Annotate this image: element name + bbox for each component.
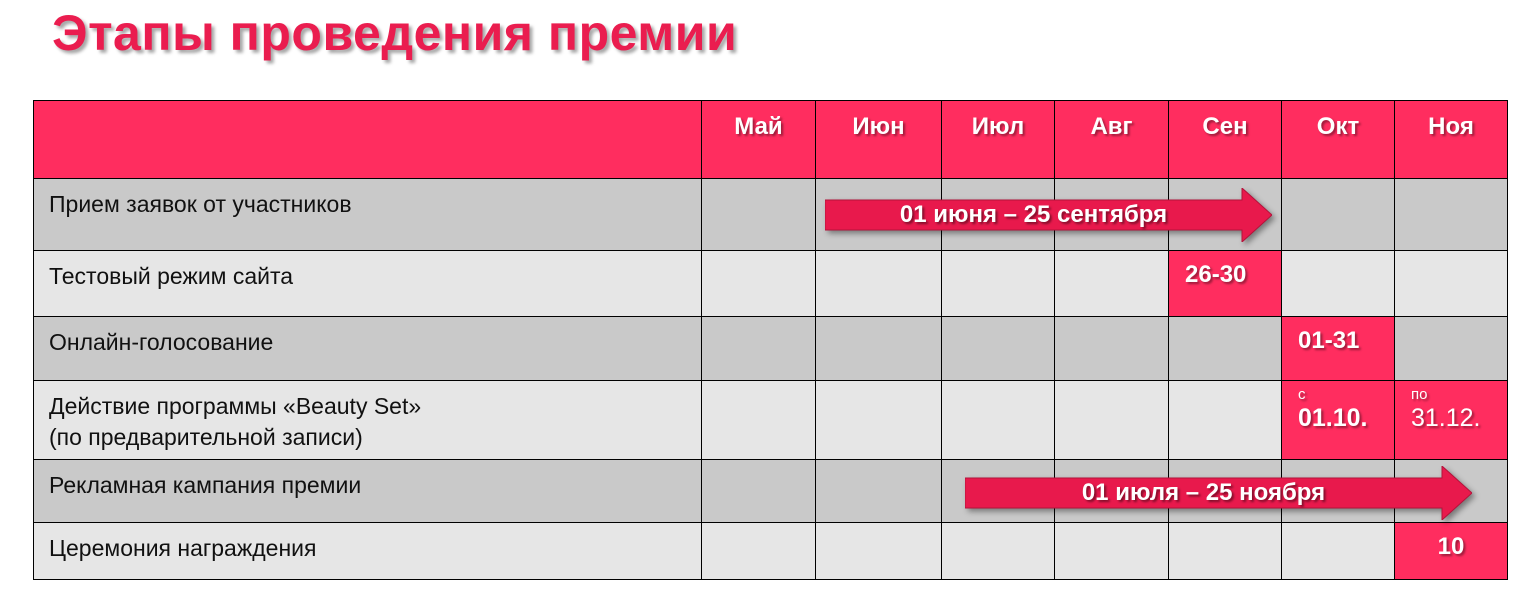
month-header: Июл: [941, 100, 1055, 179]
empty-cell: [941, 522, 1055, 580]
period-cell: 01-31: [1281, 316, 1395, 381]
empty-cell: [701, 380, 816, 460]
stage-label: Церемония награждения: [49, 535, 317, 561]
empty-cell: [1168, 522, 1282, 580]
period-cell: 26-30: [1168, 250, 1282, 317]
period-cell: 10: [1394, 522, 1508, 580]
month-label: Ноя: [1428, 113, 1474, 140]
month-header: Авг: [1054, 100, 1169, 179]
stage-label: Онлайн-голосование: [49, 329, 274, 355]
page-title: Этапы проведения премии: [52, 5, 738, 61]
month-label: Июл: [971, 113, 1025, 140]
month-label: Июн: [852, 113, 905, 140]
period-text: 01-31: [1298, 327, 1360, 354]
empty-cell: [941, 316, 1055, 381]
stage-label: Тестовый режим сайта: [49, 263, 294, 289]
period-date: 31.12.: [1411, 404, 1481, 432]
empty-cell: [701, 178, 816, 251]
empty-cell: [1168, 380, 1282, 460]
timeline-arrow: [825, 188, 1272, 242]
empty-cell: [701, 459, 816, 523]
period-text: 26-30: [1185, 261, 1247, 288]
arrow-label: 01 июня – 25 сентября: [899, 201, 1168, 228]
empty-cell: [701, 250, 816, 317]
stage-label: Действие программы «Beauty Set»: [49, 393, 422, 419]
empty-cell: [941, 250, 1055, 317]
month-label: Сен: [1202, 113, 1248, 140]
empty-cell: [1054, 380, 1169, 460]
period-cell: по 31.12.: [1394, 380, 1508, 460]
stage-label: Рекламная кампания премии: [49, 472, 362, 498]
empty-cell: [815, 459, 942, 523]
stage-label-cell: Онлайн-голосование: [33, 316, 702, 381]
empty-cell: [941, 380, 1055, 460]
empty-cell: [815, 380, 942, 460]
empty-cell: [1394, 250, 1508, 317]
empty-cell: [1054, 522, 1169, 580]
stage-label-cell: Тестовый режим сайта: [33, 250, 702, 317]
arrow-shape: [965, 466, 1472, 520]
empty-cell: [701, 316, 816, 381]
month-header: Май: [701, 100, 816, 179]
month-label: Авг: [1090, 113, 1133, 140]
empty-cell: [1394, 178, 1508, 251]
empty-cell: [701, 522, 816, 580]
month-header: Июн: [815, 100, 942, 179]
stage-label: Прием заявок от участников: [49, 191, 352, 217]
stage-label-note: (по предварительной записи): [49, 424, 363, 450]
period-prefix: по: [1411, 386, 1428, 403]
stage-label-cell: Церемония награждения: [33, 522, 702, 580]
month-header: Сен: [1168, 100, 1282, 179]
header-corner-cell: [33, 100, 702, 179]
empty-cell: [1281, 522, 1395, 580]
empty-cell: [1168, 316, 1282, 381]
month-label: Май: [734, 113, 783, 140]
empty-cell: [1054, 250, 1169, 317]
arrow-shape: [825, 188, 1272, 242]
period-date: 01.10.: [1298, 404, 1368, 432]
month-header: Ноя: [1394, 100, 1508, 179]
empty-cell: [815, 250, 942, 317]
month-header: Окт: [1281, 100, 1395, 179]
arrow-label: 01 июля – 25 ноября: [1081, 479, 1326, 506]
period-cell: с 01.10.: [1281, 380, 1395, 460]
period-text: 10: [1437, 533, 1465, 560]
timeline-arrow: [965, 466, 1472, 520]
stage-label-cell: Прием заявок от участников: [33, 178, 702, 251]
stage-label-cell: Рекламная кампания премии: [33, 459, 702, 523]
month-label: Окт: [1316, 113, 1360, 140]
stage-label-cell: Действие программы «Beauty Set» (по предв…: [33, 380, 702, 460]
empty-cell: [1281, 178, 1395, 251]
empty-cell: [815, 522, 942, 580]
empty-cell: [815, 316, 942, 381]
empty-cell: [1281, 250, 1395, 317]
period-prefix: с: [1298, 386, 1306, 403]
empty-cell: [1054, 316, 1169, 381]
empty-cell: [1394, 316, 1508, 381]
